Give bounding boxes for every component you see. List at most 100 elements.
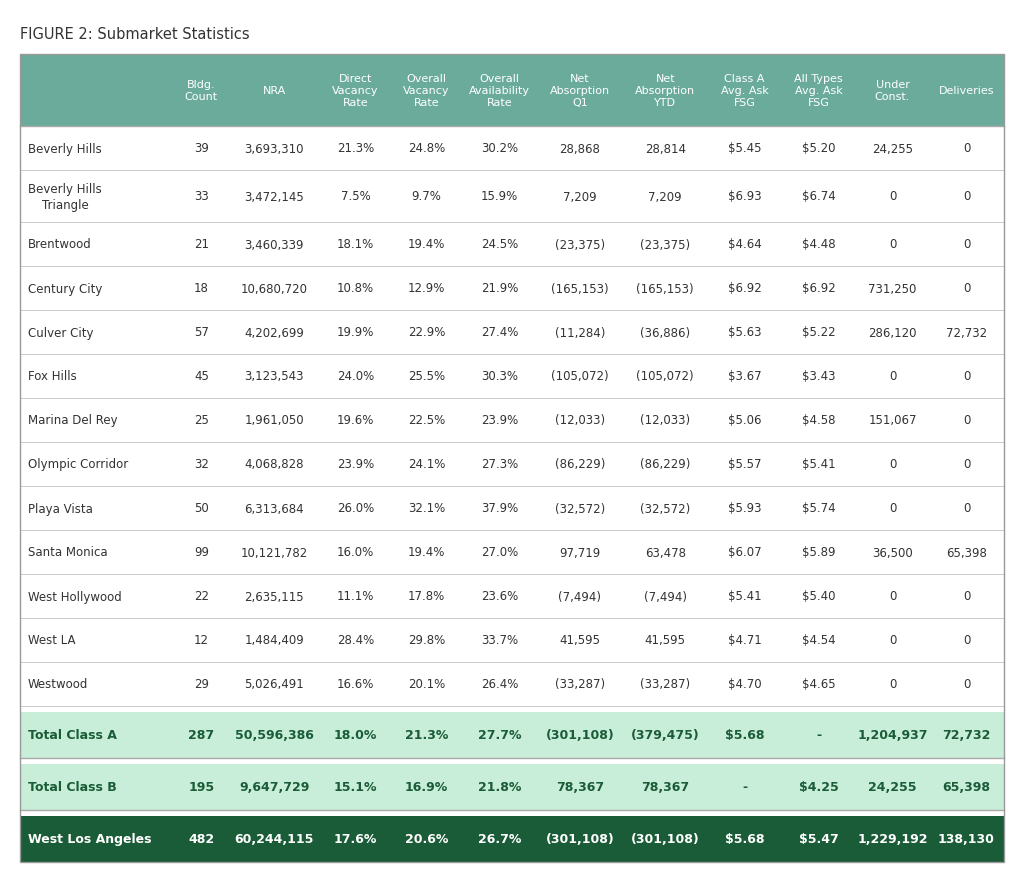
Text: 24.8%: 24.8% [408,143,445,156]
Bar [20,399,1004,442]
Text: 23.9%: 23.9% [481,414,518,427]
Text: 16.6%: 16.6% [337,678,375,691]
Text: 27.3%: 27.3% [481,458,518,471]
Text: (86,229): (86,229) [555,458,605,471]
Text: 3,123,543: 3,123,543 [245,370,304,383]
Text: $5.74: $5.74 [802,502,836,515]
Text: 0: 0 [963,502,970,515]
Bar [20,171,1004,222]
Bar [20,574,1004,618]
Text: 21: 21 [194,238,209,251]
Text: 731,250: 731,250 [868,282,916,295]
Text: 60,244,115: 60,244,115 [234,833,314,846]
Bar [20,442,1004,487]
Text: 19.9%: 19.9% [337,326,375,339]
Text: 0: 0 [889,502,896,515]
Text: 22.9%: 22.9% [408,326,445,339]
Bar [20,713,1004,758]
Text: 2,635,115: 2,635,115 [245,590,304,603]
Text: Brentwood: Brentwood [28,238,92,251]
Text: 29.8%: 29.8% [408,634,445,647]
Text: Bldg.
Count: Bldg. Count [184,80,218,102]
Text: 12: 12 [194,634,209,647]
Text: $6.74: $6.74 [802,190,836,203]
Text: $5.41: $5.41 [728,590,761,603]
Text: $5.22: $5.22 [802,326,836,339]
Text: 19.4%: 19.4% [408,238,445,251]
Text: 0: 0 [889,370,896,383]
Text: $5.63: $5.63 [728,326,761,339]
Text: (7,494): (7,494) [558,590,601,603]
Text: 30.2%: 30.2% [481,143,518,156]
Text: 37.9%: 37.9% [481,502,518,515]
Text: Total Class A: Total Class A [28,729,117,741]
Text: 24,255: 24,255 [872,143,913,156]
Text: 23.6%: 23.6% [481,590,518,603]
Text: Westwood: Westwood [28,678,88,691]
Text: 16.9%: 16.9% [404,780,449,793]
Text: 9,647,729: 9,647,729 [240,780,309,793]
Text: 286,120: 286,120 [868,326,916,339]
Text: 15.9%: 15.9% [481,190,518,203]
Text: 17.6%: 17.6% [334,833,377,846]
Text: $5.89: $5.89 [802,546,836,559]
Text: 3,693,310: 3,693,310 [245,143,304,156]
Text: 45: 45 [194,370,209,383]
Text: 10,121,782: 10,121,782 [241,546,308,559]
Text: 21.8%: 21.8% [478,780,521,793]
Text: 3,472,145: 3,472,145 [245,190,304,203]
Text: (36,886): (36,886) [640,326,690,339]
Bar [20,662,1004,706]
Text: Overall
Availability
Rate: Overall Availability Rate [469,74,530,109]
Text: 27.4%: 27.4% [481,326,518,339]
Text: (23,375): (23,375) [555,238,605,251]
Text: 21.9%: 21.9% [481,282,518,295]
Text: $4.25: $4.25 [799,780,839,793]
Text: 33: 33 [194,190,209,203]
Text: FIGURE 2: Submarket Statistics: FIGURE 2: Submarket Statistics [20,27,250,42]
Text: Direct
Vacancy
Rate: Direct Vacancy Rate [333,74,379,109]
Text: 28.4%: 28.4% [337,634,374,647]
Text: 0: 0 [963,282,970,295]
Text: 20.6%: 20.6% [404,833,449,846]
Bar [20,816,1004,862]
Text: 22.5%: 22.5% [408,414,445,427]
Text: 0: 0 [963,590,970,603]
Text: 18.1%: 18.1% [337,238,374,251]
Text: 26.4%: 26.4% [481,678,518,691]
Text: (86,229): (86,229) [640,458,690,471]
Text: NRA: NRA [263,86,286,96]
Text: 0: 0 [963,634,970,647]
Text: 50,596,386: 50,596,386 [234,729,313,741]
Text: 0: 0 [889,678,896,691]
Text: 0: 0 [963,370,970,383]
Text: 63,478: 63,478 [645,546,686,559]
Text: $5.57: $5.57 [728,458,761,471]
Text: (11,284): (11,284) [555,326,605,339]
Text: 22: 22 [194,590,209,603]
Text: (105,072): (105,072) [551,370,608,383]
Bar [20,55,1004,127]
Text: 28,868: 28,868 [559,143,600,156]
Text: 0: 0 [889,634,896,647]
Text: 19.4%: 19.4% [408,546,445,559]
Text: 24.5%: 24.5% [481,238,518,251]
Text: $6.92: $6.92 [728,282,761,295]
Text: Under
Const.: Under Const. [874,80,910,102]
Text: 23.9%: 23.9% [337,458,374,471]
Text: $6.07: $6.07 [728,546,761,559]
Text: $4.71: $4.71 [728,634,761,647]
Text: 26.7%: 26.7% [478,833,521,846]
Text: 18.0%: 18.0% [334,729,377,741]
Text: 4,202,699: 4,202,699 [245,326,304,339]
Text: 0: 0 [889,238,896,251]
Text: 78,367: 78,367 [556,780,604,793]
Text: 0: 0 [889,458,896,471]
Text: (33,287): (33,287) [640,678,690,691]
Text: (379,475): (379,475) [631,729,699,741]
Text: 0: 0 [889,190,896,203]
Text: (7,494): (7,494) [644,590,687,603]
Text: 482: 482 [188,833,214,846]
Text: 0: 0 [963,143,970,156]
Text: Beverly Hills
Triangle: Beverly Hills Triangle [28,182,101,211]
